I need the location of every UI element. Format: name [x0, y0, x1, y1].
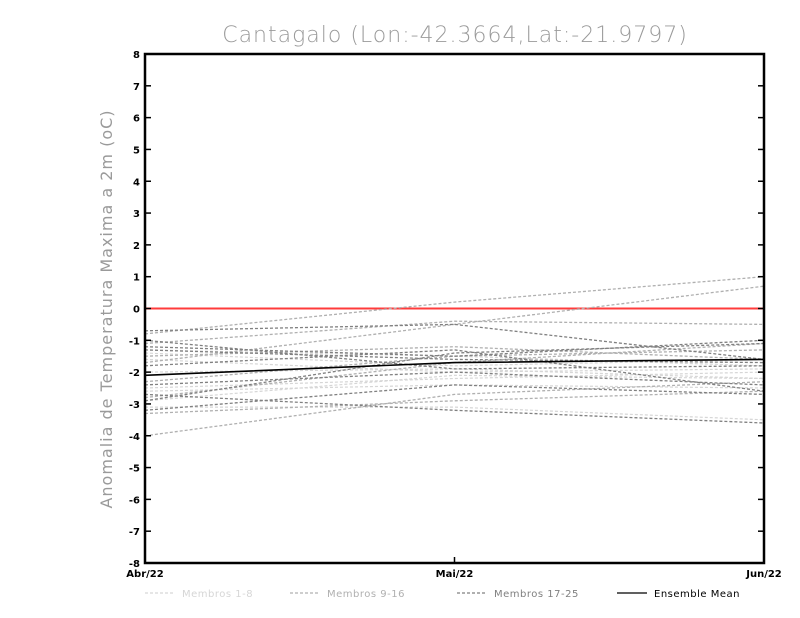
- member-line-7: [144, 384, 765, 392]
- member-line-10: [144, 285, 765, 364]
- member-line-25: [144, 339, 765, 370]
- y-tick-label: -4: [129, 432, 140, 443]
- member-line-24: [144, 349, 765, 364]
- plot-area: -8 -7 -6 -5 -4 -3 -2 -1 0 1 2 3 4 5 6 7 8 Abr/22 Mai/22 Jun…: [126, 50, 782, 580]
- y-tick-label: 5: [133, 145, 140, 156]
- y-tick-label: -7: [129, 527, 140, 538]
- member-line-21: [144, 384, 765, 411]
- member-line-8: [144, 374, 765, 402]
- y-tick-label: -1: [129, 336, 140, 347]
- member-line-16: [144, 349, 765, 383]
- x-tick-label: Jun/22: [745, 569, 782, 580]
- y-tick-label: -2: [129, 368, 140, 379]
- legend-label: Ensemble Mean: [654, 589, 740, 600]
- y-tick-label: 7: [133, 82, 140, 93]
- y-tick-label: 1: [133, 273, 140, 284]
- y-axis-label: Anomalia de Temperatura Maxima a 2m (oC): [97, 109, 116, 508]
- y-tick-label: 4: [133, 177, 140, 188]
- y-tick-label: -5: [129, 464, 140, 475]
- legend-label: Membros 17-25: [494, 589, 579, 600]
- chart-title: Cantagalo (Lon:-42.3664,Lat:-21.9797): [222, 23, 688, 48]
- member-line-17: [144, 323, 765, 361]
- member-line-5: [145, 406, 765, 421]
- x-tick-label: Mai/22: [436, 569, 474, 580]
- y-tick-label: 2: [133, 241, 140, 252]
- member-line-13: [144, 381, 765, 437]
- y-tick-label: -8: [129, 559, 140, 570]
- legend: Membros 1-8 Membros 9-16 Membros 17-25 Ense…: [145, 589, 740, 600]
- y-tick-label: 3: [133, 209, 140, 220]
- member-line-18: [144, 339, 765, 357]
- member-line-6: [144, 349, 765, 367]
- legend-label: Membros 1-8: [182, 589, 253, 600]
- member-line-20: [144, 393, 765, 424]
- y-tick-label: 6: [133, 114, 140, 125]
- y-tick-label: -6: [129, 495, 140, 506]
- member-line-1: [144, 352, 765, 367]
- legend-label: Membros 9-16: [327, 589, 405, 600]
- member-line-14: [144, 390, 765, 415]
- member-line-4: [144, 371, 765, 389]
- y-tick-label: 0: [133, 305, 140, 316]
- member-line-11: [144, 320, 765, 345]
- y-tick-label: 8: [133, 50, 140, 61]
- x-tick-label: Abr/22: [126, 569, 163, 580]
- member-line-9: [144, 276, 765, 335]
- member-line-23: [144, 371, 765, 386]
- member-line-2: [144, 358, 765, 373]
- y-tick-label: -3: [129, 400, 140, 411]
- member-line-15: [144, 346, 765, 361]
- member-line-3: [144, 368, 765, 380]
- ensemble-mean-line: [144, 358, 765, 377]
